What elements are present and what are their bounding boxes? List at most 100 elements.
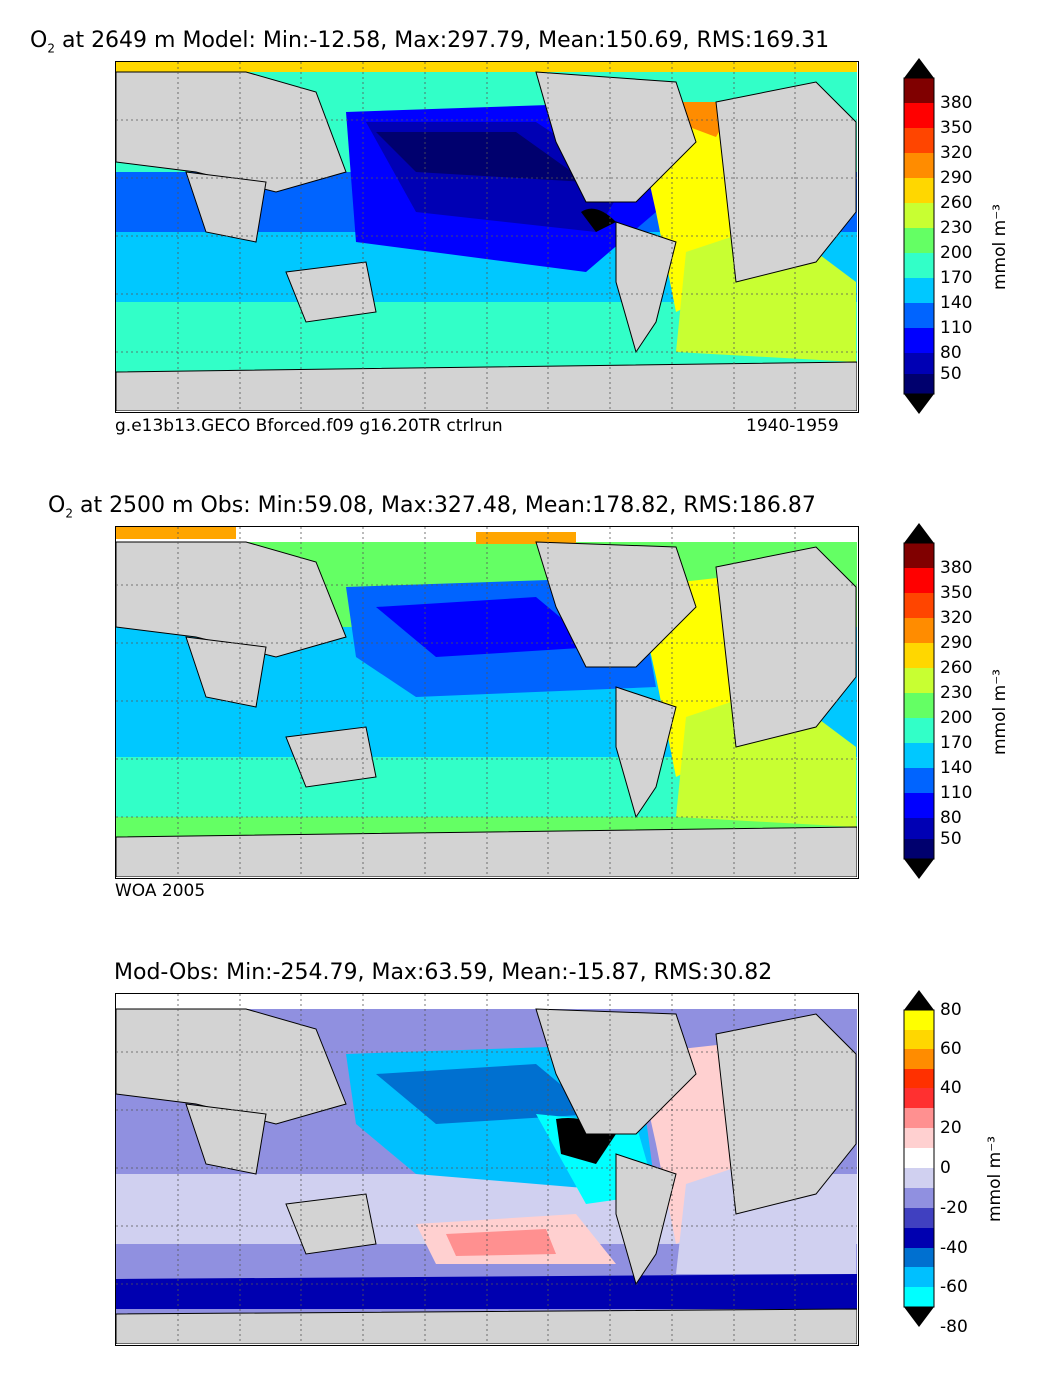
north-america-land	[535, 541, 697, 668]
colorbar-tick: 290	[940, 633, 973, 653]
circumpolar-negative-band	[116, 1274, 857, 1309]
panel-2-colorbar-ticks: 380 350 320 290 260 230 200 170 140 110 …	[940, 523, 1000, 879]
south-america-land	[615, 1153, 677, 1286]
colorbar-tick: 80	[940, 808, 962, 828]
panel-2-title-rest: at 2500 m Obs: Min:59.08, Max:327.48, Me…	[72, 493, 816, 518]
pacific-core	[376, 597, 596, 657]
colorbar-tick: 170	[940, 268, 973, 288]
panel-1-caption-left: g.e13b13.GECO Bforced.f09 g16.20TR ctrlr…	[115, 416, 503, 436]
panel-2-map-svg	[116, 527, 857, 877]
panel-1-map	[115, 61, 859, 413]
colorbar-tick: 140	[940, 758, 973, 778]
east-pacific-anoxic	[581, 208, 616, 232]
eurasia-land	[116, 541, 347, 658]
graticule	[116, 994, 857, 1344]
colorbar-top-arrow	[904, 990, 934, 1010]
arctic-strip	[116, 994, 857, 1009]
north-america-land	[535, 1008, 697, 1135]
colorbar-tick: 0	[940, 1158, 951, 1178]
colorbar-tick: 110	[940, 783, 973, 803]
colorbar-bottom-arrow	[904, 1307, 934, 1327]
colorbar-tick: 260	[940, 193, 973, 213]
colorbar-top-arrow	[904, 523, 934, 543]
panel-3-colorbar-ticks: 80 60 40 20 0 -20 -40 -60 -80	[940, 990, 1000, 1346]
pacific-core-negative	[376, 1064, 596, 1124]
panel-1-colorbar-svg	[903, 58, 935, 414]
panel-3-colorbar	[903, 990, 935, 1346]
panel-1-colorbar	[903, 58, 935, 414]
panel-3-map	[115, 993, 859, 1346]
panel-1-map-svg	[116, 62, 857, 411]
colorbar-tick: 20	[940, 1118, 962, 1138]
colorbar-bottom-arrow	[904, 859, 934, 879]
colorbar-top-arrow	[904, 58, 934, 78]
colorbar-tick: 230	[940, 218, 973, 238]
panel-2-colorbar-svg	[903, 523, 935, 879]
colorbar-tick: 80	[940, 1000, 962, 1020]
panel-2-colorbar	[903, 523, 935, 879]
africa-land	[185, 636, 267, 708]
colorbar-tick: 290	[940, 168, 973, 188]
australia-land	[285, 1193, 377, 1255]
graticule	[116, 527, 857, 877]
panel-3-title-rest: Mod-Obs: Min:-254.79, Max:63.59, Mean:-1…	[114, 960, 773, 985]
colorbar-tick: 110	[940, 318, 973, 338]
graticule	[116, 62, 857, 411]
colorbar-tick: 170	[940, 733, 973, 753]
antarctica-land	[116, 1308, 857, 1344]
panel-3-title: Mod-Obs: Min:-254.79, Max:63.59, Mean:-1…	[114, 960, 772, 985]
colorbar-bottom-arrow	[904, 394, 934, 414]
colorbar-tick: 140	[940, 293, 973, 313]
pacific-min	[376, 132, 586, 182]
colorbar-tick: 230	[940, 683, 973, 703]
colorbar-tick: 200	[940, 708, 973, 728]
colorbar-tick: 260	[940, 658, 973, 678]
europe-africa-land	[715, 1013, 857, 1215]
europe-africa-land	[715, 546, 857, 748]
antarctica-land	[116, 826, 857, 877]
colorbar-tick: -40	[940, 1238, 968, 1258]
australia-land	[285, 726, 377, 788]
panel-1-caption-right: 1940-1959	[746, 416, 839, 436]
panel-1-title-sub: 2	[47, 41, 55, 56]
colorbar-tick: 200	[940, 243, 973, 263]
panel-2-colorbar-unit: mmol m⁻³	[990, 669, 1010, 755]
colorbar-tick: 80	[940, 343, 962, 363]
colorbar-tick: 320	[940, 608, 973, 628]
colorbar-tick: 50	[940, 829, 962, 849]
south-america-land	[615, 686, 677, 819]
panel-1-title: O2 at 2649 m Model: Min:-12.58, Max:297.…	[30, 28, 829, 55]
colorbar-tick: 50	[940, 364, 962, 384]
colorbar-tick: 380	[940, 93, 973, 113]
eurasia-land	[116, 71, 347, 193]
panel-1-title-rest: at 2649 m Model: Min:-12.58, Max:297.79,…	[54, 28, 830, 53]
colorbar-tick: 40	[940, 1078, 962, 1098]
colorbar-tick: -20	[940, 1198, 968, 1218]
europe-africa-land	[715, 81, 857, 283]
colorbar-tick: -60	[940, 1277, 968, 1297]
panel-1-colorbar-unit: mmol m⁻³	[990, 204, 1010, 290]
panel-3-colorbar-svg	[903, 990, 935, 1327]
africa-land	[185, 171, 267, 243]
colorbar-tick: 380	[940, 558, 973, 578]
panel-1-colorbar-ticks: 380 350 320 290 260 230 200 170 140 110 …	[940, 58, 1000, 414]
colorbar-tick: 350	[940, 583, 973, 603]
south-america-land	[615, 221, 677, 354]
panel-2-title-sub: 2	[65, 506, 73, 521]
panel-2-title-prefix: O	[48, 493, 66, 518]
panel-1-title-prefix: O	[30, 28, 48, 53]
colorbar-tick: 320	[940, 143, 973, 163]
panel-2-caption-left: WOA 2005	[115, 881, 206, 901]
north-america-land	[535, 71, 697, 203]
africa-land	[185, 1103, 267, 1175]
arctic-strip	[116, 62, 857, 72]
eurasia-land	[116, 1008, 347, 1125]
south-pacific-peak	[446, 1229, 556, 1256]
panel-2-map	[115, 526, 859, 879]
colorbar-tick: 350	[940, 118, 973, 138]
panel-3-colorbar-unit: mmol m⁻³	[985, 1136, 1005, 1222]
colorbar-tick: 60	[940, 1039, 962, 1059]
australia-land	[285, 261, 377, 323]
panel-2-title: O2 at 2500 m Obs: Min:59.08, Max:327.48,…	[48, 493, 816, 520]
panel-3-map-svg	[116, 994, 857, 1344]
